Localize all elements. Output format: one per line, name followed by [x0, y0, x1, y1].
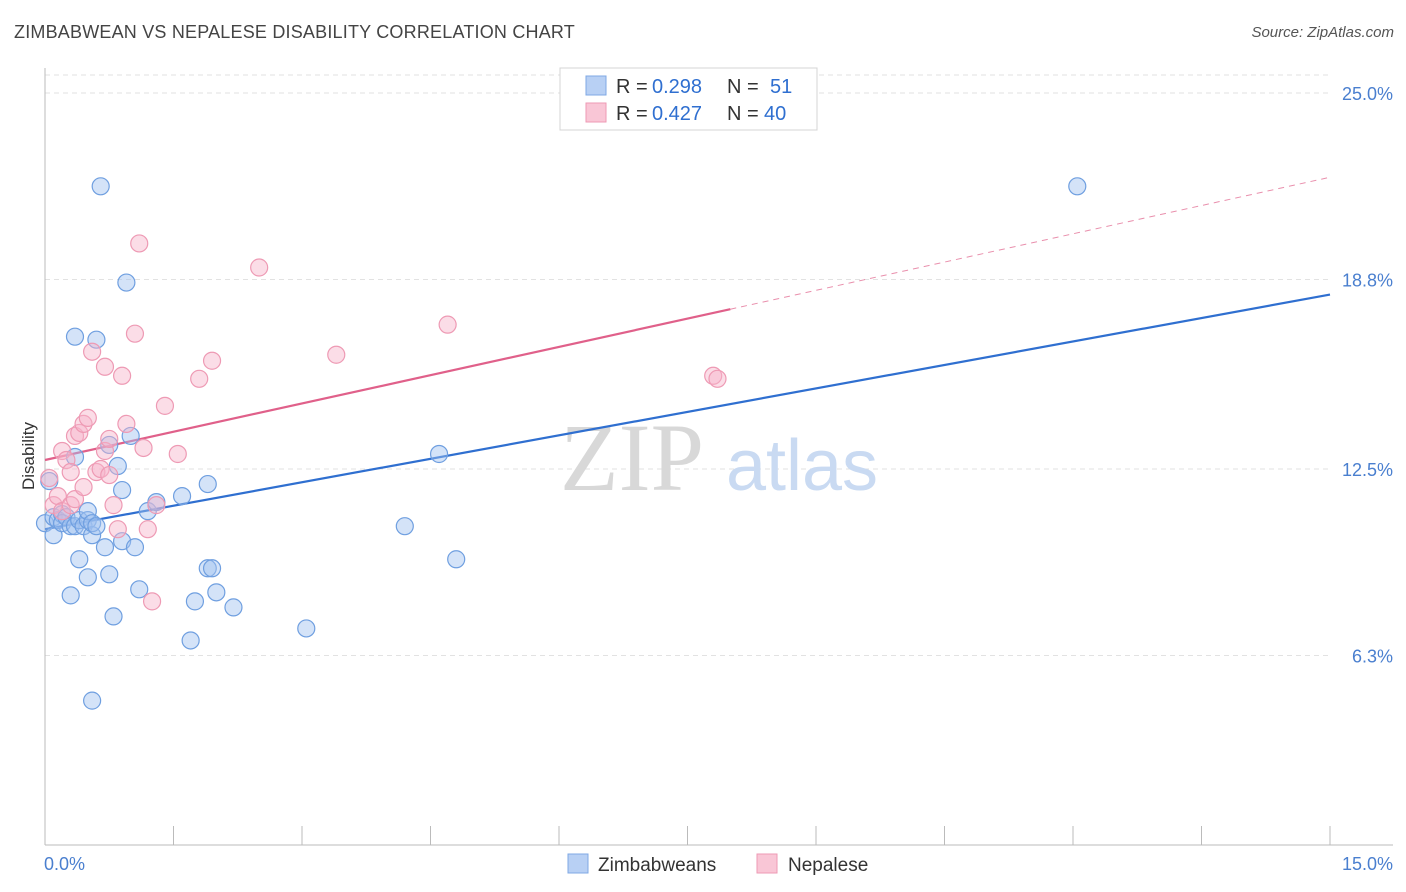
- tick-labels: 6.3% 12.5% 18.8% 25.0% 0.0% 15.0%: [44, 84, 1393, 874]
- data-point-zimbabweans: [429, 444, 449, 464]
- data-point-nepalese: [250, 258, 269, 277]
- data-point-nepalese: [70, 423, 89, 443]
- data-point-nepalese: [95, 441, 115, 461]
- legend-r-label-1: R =: [616, 76, 648, 98]
- data-point-zimbabweans: [1068, 177, 1087, 196]
- data-point-zimbabweans: [70, 550, 89, 569]
- legend-label-nepalese: Nepalese: [788, 855, 868, 876]
- data-point-nepalese: [104, 496, 123, 515]
- data-point-nepalese: [40, 468, 59, 488]
- data-point-nepalese: [155, 396, 175, 415]
- data-point-zimbabweans: [112, 480, 132, 500]
- data-point-zimbabweans: [198, 474, 217, 494]
- data-point-nepalese: [168, 444, 187, 464]
- legend-n-value-2: 40: [764, 103, 786, 125]
- data-point-zimbabweans: [121, 426, 140, 446]
- data-point-zimbabweans: [447, 550, 466, 569]
- legend-r-label-2: R =: [616, 103, 648, 125]
- data-point-nepalese: [708, 369, 727, 388]
- data-point-zimbabweans: [198, 559, 217, 578]
- trend-line-nepalese: [44, 308, 731, 462]
- data-point-zimbabweans: [104, 607, 123, 626]
- legend-swatch-pink: [585, 102, 607, 123]
- data-point-nepalese: [112, 366, 132, 385]
- data-point-zimbabweans: [83, 691, 102, 710]
- data-point-nepalese: [130, 234, 149, 253]
- data-point-zimbabweans: [297, 619, 316, 638]
- legend-n-value-1: 51: [770, 76, 792, 98]
- data-point-zimbabweans: [185, 592, 205, 611]
- chart-title: ZIMBABWEAN VS NEPALESE DISABILITY CORREL…: [14, 22, 575, 42]
- watermark: ZIP atlas: [560, 404, 878, 511]
- source-label: Source: ZipAtlas.com: [1251, 24, 1394, 41]
- data-point-nepalese: [134, 438, 153, 458]
- data-point-zimbabweans: [125, 538, 145, 557]
- data-point-zimbabweans: [87, 517, 106, 536]
- trend-line-extension-nepalese: [730, 176, 1331, 310]
- y-tick-label: 18.8%: [1342, 271, 1393, 291]
- data-point-zimbabweans: [395, 517, 414, 536]
- data-point-zimbabweans: [78, 568, 97, 587]
- data-point-nepalese: [190, 369, 209, 388]
- data-point-nepalese: [48, 486, 67, 506]
- data-point-nepalese: [142, 592, 162, 611]
- legend-swatch-nepalese: [756, 853, 778, 874]
- data-point-nepalese: [74, 477, 93, 497]
- data-point-nepalese: [147, 496, 166, 515]
- data-point-nepalese: [327, 345, 346, 364]
- data-point-zimbabweans: [130, 580, 149, 599]
- data-point-nepalese: [57, 450, 76, 470]
- data-point-zimbabweans: [87, 330, 106, 349]
- legend-n-label-2: N =: [727, 103, 759, 125]
- data-point-nepalese: [438, 315, 457, 334]
- data-point-zimbabweans: [117, 273, 136, 292]
- data-point-nepalese: [53, 441, 72, 461]
- legend-swatch-zimbabweans: [567, 853, 589, 874]
- data-point-nepalese: [61, 462, 80, 482]
- y-tick-label: 25.0%: [1342, 84, 1393, 104]
- data-point-zimbabweans: [100, 565, 119, 584]
- data-point-zimbabweans: [181, 631, 200, 650]
- series-legend: Zimbabweans Nepalese: [567, 853, 868, 876]
- y-axis-title: Disability: [19, 421, 38, 490]
- stats-legend: R = 0.298 N = 51 R = 0.427 N = 40: [559, 67, 818, 131]
- legend-r-value-1: 0.298: [652, 76, 702, 98]
- data-point-zimbabweans: [78, 502, 97, 521]
- watermark-zip: ZIP: [560, 404, 704, 511]
- data-point-zimbabweans: [224, 598, 243, 617]
- legend-n-label-1: N =: [727, 76, 759, 98]
- legend-label-zimbabweans: Zimbabweans: [598, 855, 716, 876]
- data-point-nepalese: [100, 465, 119, 485]
- data-point-zimbabweans: [91, 177, 110, 196]
- data-point-zimbabweans: [207, 583, 226, 602]
- data-point-zimbabweans: [61, 586, 80, 605]
- legend-swatch-blue: [585, 75, 607, 96]
- y-tick-label: 12.5%: [1342, 460, 1393, 480]
- watermark-atlas: atlas: [726, 426, 878, 506]
- x-tick-label: 0.0%: [44, 854, 85, 874]
- data-point-nepalese: [78, 408, 97, 427]
- grid-lines: [45, 74, 1330, 657]
- trend-line-zimbabweans: [44, 293, 1331, 531]
- data-points: [35, 177, 1087, 710]
- data-point-nepalese: [202, 351, 222, 370]
- data-point-nepalese: [108, 520, 127, 539]
- data-point-zimbabweans: [172, 486, 192, 506]
- data-point-nepalese: [117, 414, 136, 434]
- data-point-nepalese: [83, 342, 102, 361]
- data-point-zimbabweans: [95, 538, 115, 557]
- data-point-nepalese: [138, 520, 157, 539]
- x-tick-label: 15.0%: [1342, 854, 1393, 874]
- trend-lines: [44, 176, 1331, 531]
- data-point-zimbabweans: [65, 327, 85, 346]
- axes: [44, 68, 1393, 846]
- data-point-zimbabweans: [202, 559, 222, 578]
- data-point-nepalese: [95, 357, 115, 376]
- legend-r-value-2: 0.427: [652, 103, 702, 125]
- data-point-nepalese: [100, 429, 119, 449]
- data-point-nepalese: [125, 324, 145, 343]
- y-tick-label: 6.3%: [1352, 647, 1393, 667]
